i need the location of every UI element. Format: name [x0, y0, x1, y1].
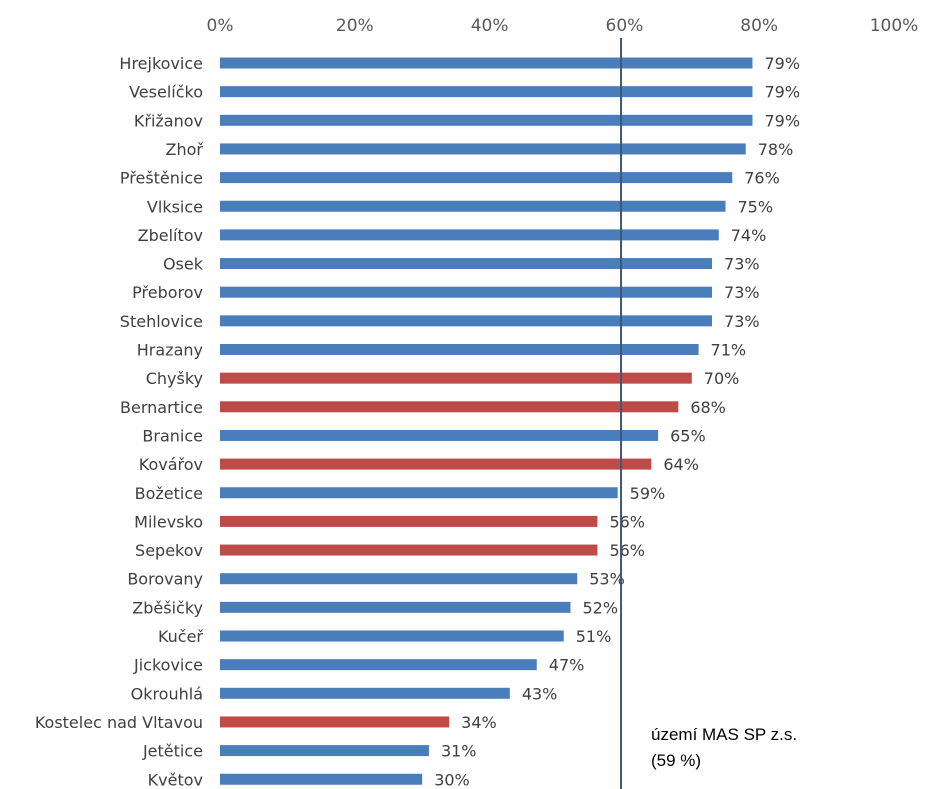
- category-label: Branice: [142, 426, 203, 445]
- data-label: 47%: [549, 656, 585, 675]
- bar: [220, 716, 450, 728]
- reference-label-line1: území MAS SP z.s.: [651, 725, 797, 744]
- category-label: Přeborov: [132, 283, 203, 302]
- category-label: Milevsko: [134, 512, 203, 531]
- bar: [220, 401, 679, 413]
- x-tick-label: 60%: [606, 16, 644, 36]
- data-label: 73%: [724, 283, 760, 302]
- bar: [220, 687, 510, 699]
- category-label: Přeštěnice: [120, 169, 203, 188]
- category-label: Zhoř: [166, 140, 204, 159]
- category-label: Vlksice: [147, 197, 203, 216]
- category-label: Osek: [163, 255, 204, 274]
- category-label: Kostelec nad Vltavou: [35, 713, 203, 732]
- bar: [220, 372, 692, 384]
- bar: [220, 200, 726, 212]
- reference-label-line2: (59 %): [651, 751, 701, 770]
- data-label: 34%: [461, 713, 497, 732]
- category-label: Borovany: [127, 570, 203, 589]
- bar: [220, 659, 537, 671]
- bar: [220, 544, 598, 556]
- bar: [220, 229, 719, 241]
- data-label: 71%: [711, 341, 747, 360]
- data-label: 31%: [441, 742, 477, 761]
- category-label: Křižanov: [134, 111, 203, 130]
- data-labels: 79% 79% 79% 78% 76% 75% 74% 73% 73% 73% 71% 70% 68% 6…: [434, 54, 800, 789]
- x-tick-label: 0%: [207, 16, 234, 36]
- data-label: 70%: [704, 369, 740, 388]
- bar: [220, 143, 746, 155]
- data-label: 43%: [522, 684, 558, 703]
- bar: [220, 172, 733, 184]
- data-label: 75%: [738, 197, 774, 216]
- bar: [220, 86, 753, 98]
- data-label: 79%: [764, 83, 800, 102]
- category-axis: Hrejkovice Veselíčko Křižanov Zhoř Přeštěnic…: [35, 54, 204, 789]
- data-label: 74%: [731, 226, 767, 245]
- data-label: 52%: [582, 598, 618, 617]
- category-label: Okrouhlá: [131, 684, 203, 703]
- bar: [220, 114, 753, 126]
- data-label: 56%: [609, 541, 645, 560]
- x-tick-label: 100%: [870, 16, 919, 36]
- data-label: 79%: [764, 111, 800, 130]
- data-label: 51%: [576, 627, 612, 646]
- category-label: Stehlovice: [120, 312, 203, 331]
- bar: [220, 57, 753, 69]
- category-label: Jickovice: [133, 656, 203, 675]
- bars: [220, 57, 753, 785]
- x-tick-label: 40%: [471, 16, 509, 36]
- category-label: Bernartice: [120, 398, 203, 417]
- bar: [220, 315, 713, 327]
- x-axis-ticks: 0% 20% 40% 60% 80% 100%: [207, 16, 919, 36]
- category-label: Zbelítov: [138, 226, 203, 245]
- bar: [220, 458, 652, 470]
- data-label: 76%: [744, 169, 780, 188]
- data-label: 59%: [630, 484, 666, 503]
- category-label: Kučeř: [158, 627, 203, 646]
- data-label: 56%: [609, 512, 645, 531]
- data-label: 73%: [724, 255, 760, 274]
- bar: [220, 773, 423, 785]
- data-label: 65%: [670, 426, 706, 445]
- bar: [220, 630, 564, 642]
- data-label: 73%: [724, 312, 760, 331]
- data-label: 64%: [663, 455, 699, 474]
- category-label: Božetice: [135, 484, 203, 503]
- category-label: Zběšičky: [132, 598, 203, 617]
- category-label: Jetětice: [142, 742, 203, 761]
- data-label: 79%: [764, 54, 800, 73]
- bar: [220, 286, 713, 298]
- bar: [220, 344, 699, 355]
- category-label: Kovářov: [139, 455, 203, 474]
- bar: [220, 515, 598, 527]
- bar: [220, 601, 571, 613]
- data-label: 68%: [690, 398, 726, 417]
- bar: [220, 573, 578, 585]
- bar: [220, 258, 713, 270]
- x-tick-label: 80%: [740, 16, 778, 36]
- category-label: Chyšky: [146, 369, 203, 388]
- x-tick-label: 20%: [336, 16, 374, 36]
- data-label: 78%: [758, 140, 794, 159]
- category-label: Veselíčko: [129, 83, 203, 102]
- bar: [220, 429, 659, 441]
- category-label: Hrazany: [137, 341, 203, 360]
- bar: [220, 745, 429, 757]
- category-label: Hrejkovice: [119, 54, 203, 73]
- data-label: 30%: [434, 770, 470, 789]
- category-label: Květov: [148, 770, 203, 789]
- data-label: 53%: [589, 570, 625, 589]
- bar: [220, 487, 618, 499]
- category-label: Sepekov: [135, 541, 203, 560]
